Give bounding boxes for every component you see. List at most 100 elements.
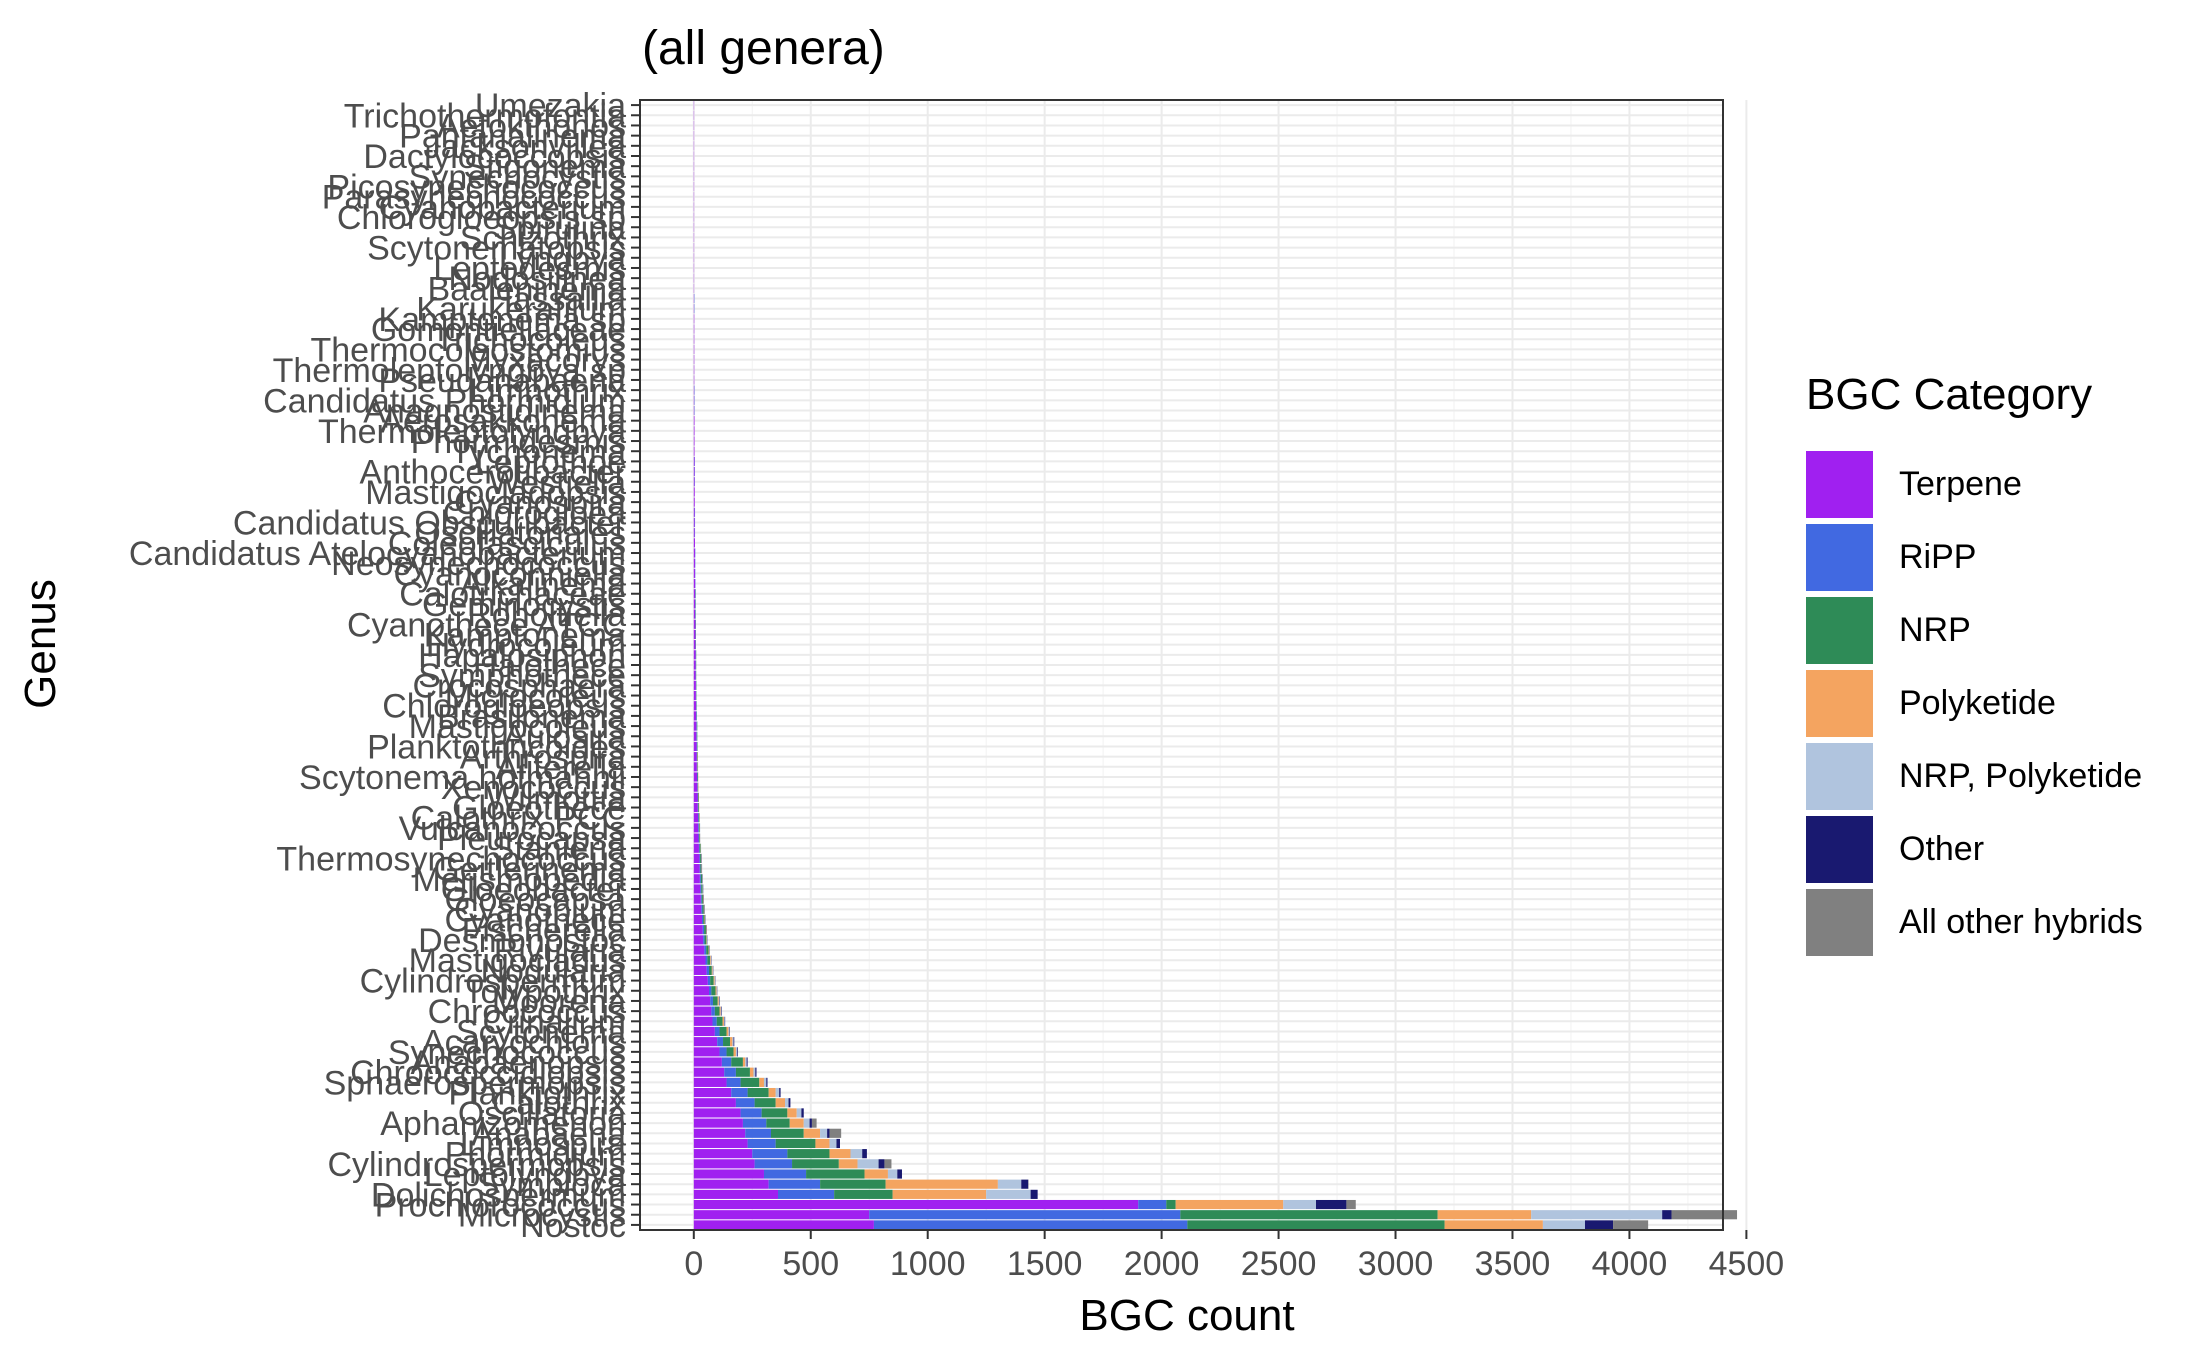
bar-segment	[745, 1129, 771, 1138]
bar-segment	[694, 518, 695, 527]
bar-segment	[694, 660, 696, 669]
bar-segment	[801, 1108, 803, 1117]
bar-segment	[694, 640, 696, 649]
legend-label: Terpene	[1899, 465, 2022, 504]
bar-segment	[743, 1119, 766, 1128]
chart-title: (all genera)	[642, 22, 885, 75]
bar-segment	[715, 1007, 720, 1016]
bar-segment	[721, 1007, 722, 1016]
bar-segment	[787, 1149, 829, 1158]
bar-segment	[1445, 1220, 1543, 1229]
bar-segment	[698, 813, 699, 822]
bar-segment	[694, 538, 695, 547]
bar-segment	[694, 579, 695, 588]
bar-segment	[699, 833, 700, 842]
bar-segment	[711, 986, 715, 995]
bar-segment	[879, 1159, 885, 1168]
bar-segment	[723, 1017, 724, 1026]
bar-segment	[694, 1017, 713, 1026]
bar-segment	[734, 1037, 735, 1046]
bar-segment	[694, 711, 696, 720]
y-tick-layer: NostocMicrocystisProchlorococcusDolichos…	[129, 87, 640, 1245]
x-tick-label: 2500	[1241, 1245, 1317, 1283]
bar-segment	[1283, 1200, 1316, 1209]
bar-segment	[705, 935, 707, 944]
bar-segment	[1031, 1190, 1038, 1199]
grid-layer	[640, 100, 1746, 1230]
bar-segment	[722, 1057, 731, 1066]
bar-segment	[694, 732, 697, 741]
bar-segment	[710, 976, 714, 985]
bar-segment	[764, 1078, 766, 1087]
bar-segment	[694, 895, 701, 904]
bar-segment	[731, 1057, 743, 1066]
bar-segment	[694, 783, 698, 792]
bar-segment	[869, 1210, 1180, 1219]
bar-segment	[710, 956, 711, 965]
bar-segment	[699, 813, 700, 822]
bar-segment	[779, 1088, 780, 1097]
bar-segment	[865, 1169, 888, 1178]
bar-segment	[707, 966, 709, 975]
bar-segment	[712, 966, 713, 975]
bar-segment	[694, 945, 705, 954]
bar-segment	[694, 1210, 869, 1219]
legend-swatch	[1806, 816, 1873, 883]
bar-segment	[694, 844, 699, 853]
bar-segment	[829, 1139, 836, 1148]
bar-segment	[694, 976, 708, 985]
bar-segment	[720, 1007, 721, 1016]
bar-segment	[698, 793, 699, 802]
bar-segment	[694, 1057, 722, 1066]
bar-segment	[998, 1180, 1021, 1189]
legend-swatch	[1806, 889, 1873, 956]
bar-segment	[694, 426, 695, 435]
bar-segment	[694, 1088, 731, 1097]
bar-segment	[701, 874, 702, 883]
bar-segment	[700, 874, 701, 883]
bar-segment	[694, 854, 700, 863]
bar-segment	[884, 1159, 891, 1168]
bar-segment	[769, 1180, 820, 1189]
bar-segment	[706, 945, 708, 954]
bar-segment	[893, 1190, 987, 1199]
bar-segment	[1180, 1210, 1437, 1219]
bar-segment	[708, 976, 710, 985]
bar-segment	[1585, 1220, 1613, 1229]
bar-segment	[804, 1129, 820, 1138]
bar-segment	[769, 1088, 776, 1097]
bar-segment	[787, 1108, 796, 1117]
bar-segment	[829, 1149, 850, 1158]
bar-segment	[834, 1190, 892, 1199]
x-tick-label: 4000	[1592, 1245, 1668, 1283]
bar-segment	[694, 833, 699, 842]
bar-segment	[694, 966, 707, 975]
bar-segment	[771, 1129, 804, 1138]
legend-item: RiPP	[1806, 521, 2186, 594]
bar-segment	[694, 1190, 778, 1199]
bar-segment	[810, 1119, 812, 1128]
bar-segment	[1187, 1220, 1444, 1229]
x-tick-label: 4500	[1709, 1245, 1785, 1283]
legend-item: Terpene	[1806, 448, 2186, 521]
bar-segment	[851, 1149, 863, 1158]
bar-segment	[694, 477, 695, 486]
bar-segment	[776, 1139, 816, 1148]
bar-segment	[724, 1017, 725, 1026]
x-tick-label: 500	[782, 1245, 839, 1283]
legend-swatch	[1806, 524, 1873, 591]
bar-segment	[713, 996, 718, 1005]
bar-segment	[755, 1159, 792, 1168]
bar-segment	[886, 1180, 998, 1189]
bar-segment	[694, 610, 695, 619]
bar-segment	[694, 548, 695, 557]
bar-segment	[700, 884, 701, 893]
bar-segment	[694, 772, 697, 781]
bar-segment	[755, 1068, 756, 1077]
bar-segment	[747, 1057, 748, 1066]
bar-segment	[776, 1098, 785, 1107]
bar-segment	[694, 722, 697, 731]
legend-swatch	[1806, 743, 1873, 810]
